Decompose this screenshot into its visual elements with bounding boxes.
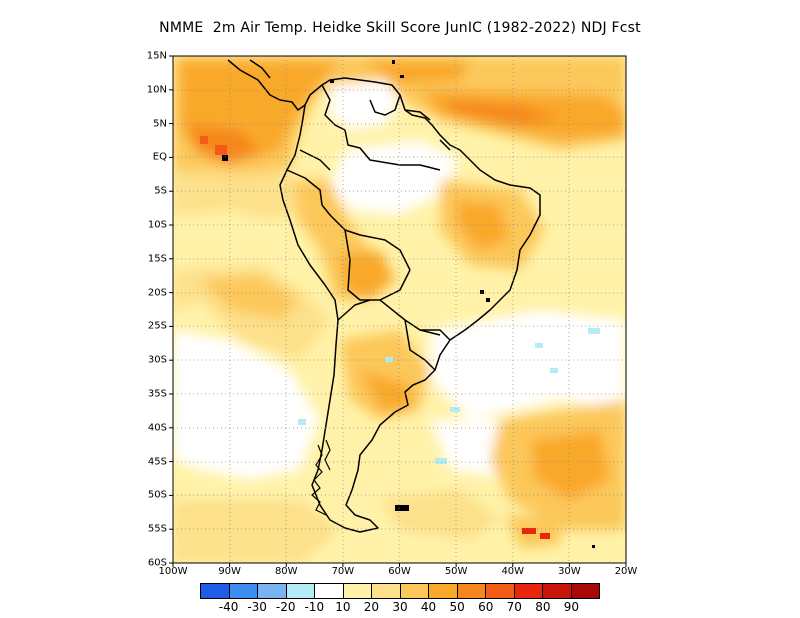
lon-label: 80W [274,566,298,577]
lat-label: 40S [147,422,167,434]
colorbar-label: 10 [335,600,351,614]
lat-label: 15S [147,253,167,265]
lat-label: 15N [146,50,167,62]
lat-label: 35S [147,388,167,400]
colorbar-segment [201,584,230,598]
colorbar [200,583,600,599]
colorbar-segment [486,584,515,598]
colorbar-segment [286,584,315,598]
colorbar-segment [543,584,572,598]
colorbar-label: -40 [218,600,239,614]
colorbar-label: 30 [392,600,408,614]
colorbar-label: 80 [535,600,551,614]
colorbar-label: 90 [563,600,580,614]
colorbar-label: -30 [247,600,267,614]
lat-label: 50S [147,489,167,501]
lon-label: 70W [331,566,355,577]
lat-label: 10S [147,219,167,231]
colorbar-label: 50 [449,600,465,614]
map-title: NMME 2m Air Temp. Heidke Skill Score Jun… [159,20,641,36]
colorbar-segment [372,584,401,598]
lat-label: 30S [147,354,167,366]
lon-label: 90W [218,566,241,577]
colorbar-label: -10 [304,600,325,614]
colorbar-segment [571,584,599,598]
colorbar-segment [429,584,458,598]
colorbar-segment [343,584,372,598]
lat-label: 45S [147,456,167,468]
lat-label: 55S [147,523,167,535]
colorbar-label: -20 [275,600,296,614]
colorbar-segment [400,584,429,598]
colorbar-label: 20 [363,600,380,614]
lat-label: 25S [147,320,167,332]
lon-label: 30W [558,566,581,577]
lat-label: 60S [147,557,167,569]
lat-label: 5S [154,185,167,197]
colorbar-label: 70 [506,600,522,614]
colorbar-segment [514,584,543,598]
colorbar-label: 60 [478,600,494,614]
colorbar-segment [258,584,287,598]
lon-label: 50W [444,566,468,577]
lat-label: 10N [146,84,167,96]
colorbar-segment [229,584,258,598]
lat-label: EQ [152,151,167,163]
colorbar-label: 40 [420,600,437,614]
lat-label: 20S [147,287,167,299]
lon-label: 20W [614,566,638,577]
colorbar-segment [315,584,344,598]
lat-label: 5N [153,118,167,130]
lon-label: 100W [158,566,188,577]
lon-label: 40W [501,566,525,577]
lon-label: 60W [388,566,411,577]
colorbar-segment [457,584,486,598]
